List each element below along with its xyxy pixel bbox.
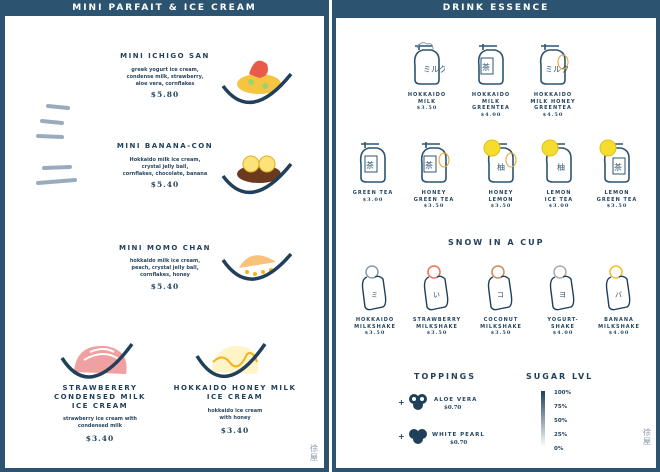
drink-price: $3.00: [548, 203, 570, 209]
topping-name: WHITE PEARL: [432, 432, 485, 438]
lemon-tea-jar-icon: 茶: [599, 138, 635, 190]
item-price: $3.40: [85, 434, 115, 443]
snow-title: SNOW IN A CUP: [448, 238, 545, 247]
sugar-level-label: 100%: [554, 390, 571, 396]
sugar-level-label: 50%: [554, 418, 568, 424]
brush-strokes-decoration: [36, 104, 77, 185]
sugar-level-label: 75%: [554, 404, 568, 410]
milkshake-name: COCONUT MILKSHAKE: [480, 317, 522, 330]
topping-price: $0.70: [450, 440, 468, 446]
parfait-panel: MINI PARFAIT & ICE CREAM MINI ICHIGO SAN…: [0, 0, 329, 472]
item-desc: hokkaido milk ice cream, peach, crystal …: [129, 258, 201, 278]
banana-parfait-icon: [221, 155, 293, 195]
panel-title: MINI PARFAIT & ICE CREAM: [72, 3, 257, 13]
milkshake-jar-icon: バ: [605, 265, 631, 311]
svg-text:茶: 茶: [425, 160, 433, 170]
item-name: MINI BANANA-CON: [116, 142, 214, 150]
item-price: $3.40: [220, 426, 250, 435]
item-price: $5.40: [150, 282, 180, 291]
item-name: MINI MOMO CHAN: [118, 244, 211, 252]
milkshake-name: STRAWBERRY MILKSHAKE: [412, 317, 462, 330]
svg-text:茶: 茶: [614, 162, 622, 172]
milkshake-price: $3.50: [364, 330, 386, 336]
drink-name: HOKKAIDO MILK: [407, 92, 447, 105]
drink-price: $3.50: [423, 203, 445, 209]
item-name: MINI ICHIGO SAN: [120, 52, 210, 60]
item-name: STRAWBERERY CONDENSED MILK ICE CREAM: [54, 384, 146, 410]
sugar-title: SUGAR LVL: [526, 372, 594, 381]
sugar-level-label: 25%: [554, 432, 568, 438]
drink-price: $3.00: [362, 196, 384, 203]
item-desc: hokkaido ice cream with honey: [207, 408, 263, 421]
drink-price: $3.50: [416, 105, 438, 111]
item-desc: Hokkaido milk ice cream, crystal jelly b…: [122, 157, 208, 177]
drink-price: $3.50: [490, 203, 512, 209]
milkshake-price: $4.00: [552, 330, 574, 336]
peach-parfait-icon: [221, 252, 293, 281]
svg-text:い: い: [433, 291, 440, 299]
milkshake-jar-icon: ミ: [361, 265, 387, 311]
item-price: $5.80: [150, 90, 180, 99]
drinks-panel: DRINK ESSENCE ミルク HOKKAIDO MILK $3.50 茶 …: [332, 0, 660, 472]
milk-jar-icon: ミルク: [409, 40, 447, 92]
svg-text:ミルク: ミルク: [545, 65, 569, 74]
svg-text:ヨ: ヨ: [559, 291, 566, 299]
drink-name: HOKKAIDO MILK GREENTEA: [471, 92, 511, 111]
drink-name: LEMON ICE TEA: [544, 190, 574, 203]
drink-price: $4.50: [542, 111, 564, 118]
svg-text:茶: 茶: [366, 160, 374, 170]
tea-jar-icon: 茶: [355, 138, 391, 190]
item-price: $5.40: [150, 180, 180, 189]
svg-text:茶: 茶: [482, 62, 490, 72]
item-desc: strawberry ice cream with condensed milk: [63, 416, 137, 429]
svg-text:ミ: ミ: [371, 291, 378, 299]
milkshake-price: $3.50: [490, 330, 512, 336]
honey-lemon-jar-icon: 柚: [483, 138, 519, 190]
svg-text:バ: バ: [615, 291, 622, 299]
strawberry-ice-cream-icon: [60, 342, 134, 379]
milkshake-name: YOGURT- SHAKE: [547, 317, 579, 330]
svg-text:コ: コ: [497, 291, 504, 299]
item-name: HOKKAIDO HONEY MILK ICE CREAM: [173, 384, 297, 401]
panel-body: ミルク HOKKAIDO MILK $3.50 茶 HOKKAIDO MILK …: [336, 18, 656, 468]
panel-body: MINI ICHIGO SAN greek yogurt ice cream, …: [5, 16, 324, 468]
honey-tea-jar-icon: 茶: [416, 138, 452, 190]
drink-price: $4.00: [480, 111, 502, 118]
topping-price: $0.70: [444, 405, 462, 411]
milk-tea-jar-icon: 茶: [473, 40, 509, 92]
svg-text:柚: 柚: [497, 162, 505, 172]
topping-name: ALOE VERA: [434, 397, 478, 403]
strawberry-parfait-icon: [221, 60, 293, 105]
sugar-level-label: 0%: [554, 446, 564, 452]
drink-price: $3.50: [606, 203, 628, 209]
milkshake-name: BANANA MILKSHAKE: [598, 317, 640, 330]
drink-name: HONEY GREEN TEA: [413, 190, 455, 203]
milkshake-jar-icon: い: [423, 265, 449, 311]
svg-text:柚: 柚: [557, 162, 565, 172]
white-pearl-icon: [409, 429, 427, 444]
drink-name: HONEY LEMON: [488, 190, 514, 203]
milkshake-price: $4.00: [608, 330, 630, 336]
shop-logo: 徐屋: [310, 444, 318, 462]
milk-honey-jar-icon: ミルク: [535, 40, 571, 92]
milkshake-jar-icon: コ: [487, 265, 513, 311]
shop-logo: 徐屋: [643, 428, 651, 446]
milkshake-price: $3.50: [426, 330, 448, 336]
svg-text:ミルク: ミルク: [423, 65, 445, 74]
milkshake-jar-icon: ヨ: [549, 265, 575, 311]
drink-name: HOKKAIDO MILK HONEY GREENTEA: [530, 92, 576, 111]
panel-title: DRINK ESSENCE: [442, 3, 550, 13]
honey-ice-cream-icon: [195, 343, 267, 379]
drink-name: LEMON GREEN TEA: [596, 190, 638, 203]
lemon-jar-icon: 柚: [541, 138, 577, 190]
milkshake-name: HOKKAIDO MILKSHAKE: [354, 317, 396, 330]
toppings-title: TOPPINGS: [414, 372, 476, 381]
sugar-gradient-bar: [541, 391, 545, 447]
aloe-vera-icon: [409, 394, 427, 410]
item-desc: greek yogurt ice cream, condense milk, s…: [126, 67, 204, 87]
drink-name: GREEN TEA: [352, 190, 394, 196]
